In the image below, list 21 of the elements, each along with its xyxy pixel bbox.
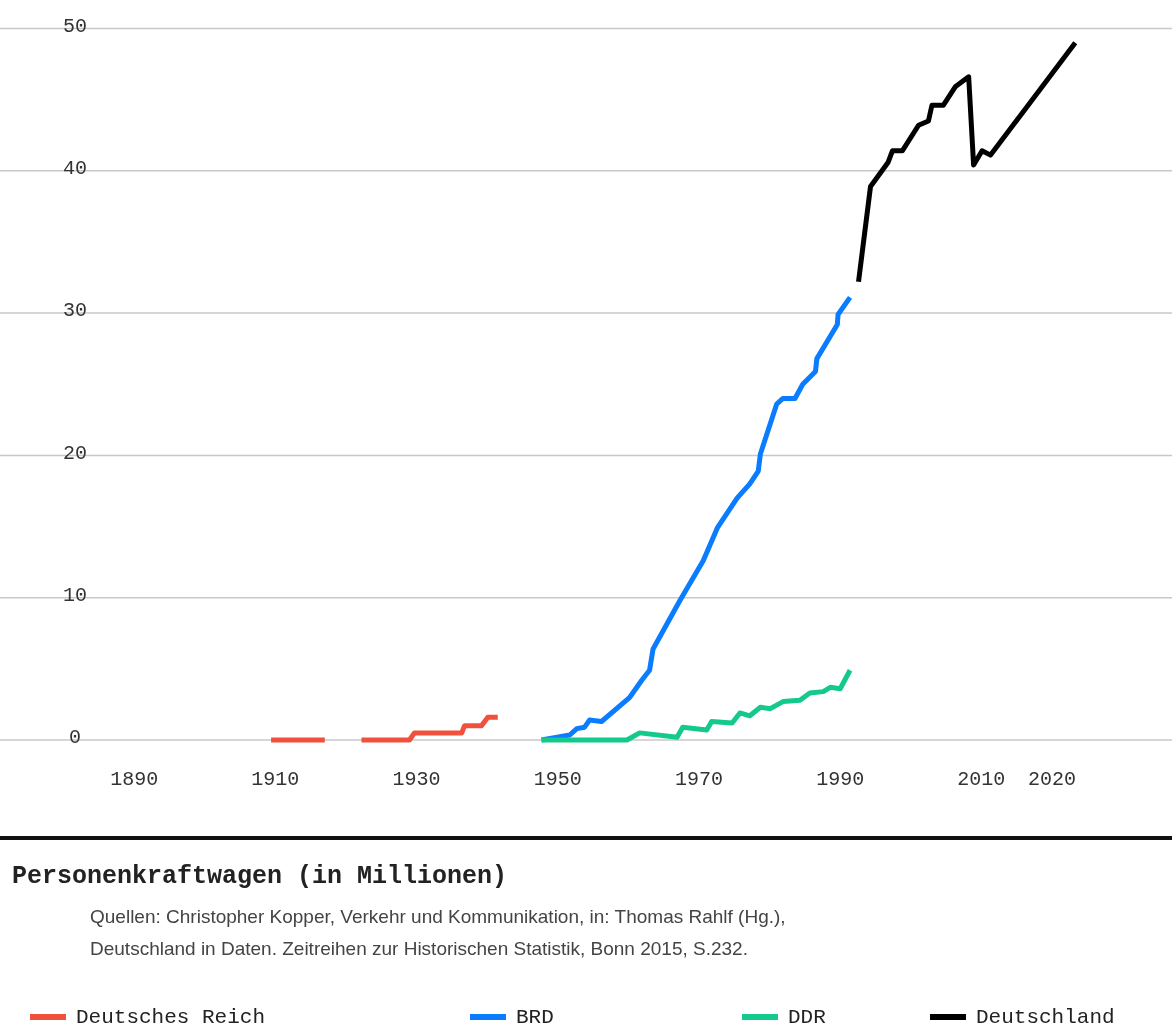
legend-label: BRD xyxy=(516,1005,554,1029)
text: Deutschland in Daten. Zeitreihen zur Historischen Statistik, Bonn 2015, S.232. xyxy=(90,938,748,960)
y-tick-label: 30 xyxy=(62,299,88,323)
x-tick-label: 1990 xyxy=(816,768,865,792)
source-note: Quellen: Christopher Kopper, Verkehr und Kommunikation, in: Thomas Rahlf (Hg.), xyxy=(90,906,786,928)
x-tick-label: 1970 xyxy=(674,768,723,792)
legend-label: DDR xyxy=(788,1005,827,1029)
legend-label: Deutsches Reich xyxy=(76,1005,266,1029)
legend-label: Deutschland xyxy=(976,1005,1115,1029)
x-tick-label: 1910 xyxy=(251,768,300,792)
y-tick-label: 0 xyxy=(68,726,82,750)
text: Personenkraftwagen (in Millionen) xyxy=(12,861,508,891)
y-tick-label: 10 xyxy=(62,583,88,607)
x-tick-label: 1890 xyxy=(110,768,159,792)
y-tick-label: 50 xyxy=(62,14,88,38)
x-tick-label: 1950 xyxy=(533,768,582,792)
y-tick-label: 40 xyxy=(62,157,88,181)
y-tick-label: 20 xyxy=(62,441,88,465)
x-tick-label: 2020 xyxy=(1027,768,1076,792)
x-tick-label: 1930 xyxy=(392,768,441,792)
x-tick-label: 2010 xyxy=(957,768,1006,792)
